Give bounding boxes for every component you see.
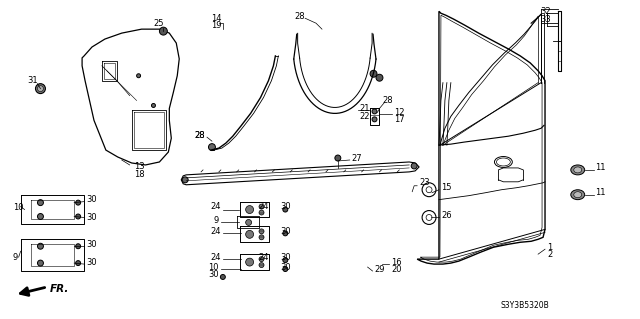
Text: 13: 13 bbox=[134, 162, 145, 171]
Text: 24: 24 bbox=[211, 202, 221, 211]
Circle shape bbox=[372, 109, 377, 114]
Text: 32: 32 bbox=[541, 7, 551, 16]
Text: 30: 30 bbox=[86, 258, 97, 267]
Circle shape bbox=[259, 257, 264, 262]
Text: 11: 11 bbox=[596, 163, 606, 173]
Text: 22: 22 bbox=[360, 112, 370, 121]
Text: 30: 30 bbox=[280, 202, 291, 211]
Text: 27: 27 bbox=[352, 153, 362, 162]
Text: 24: 24 bbox=[211, 253, 221, 262]
Circle shape bbox=[283, 231, 288, 236]
Text: 26: 26 bbox=[441, 211, 452, 220]
Circle shape bbox=[76, 214, 81, 219]
Circle shape bbox=[38, 243, 44, 249]
Circle shape bbox=[38, 85, 44, 92]
Ellipse shape bbox=[574, 167, 582, 173]
Circle shape bbox=[209, 144, 216, 151]
Circle shape bbox=[38, 200, 44, 205]
Text: 24: 24 bbox=[259, 202, 269, 211]
Text: 24: 24 bbox=[211, 227, 221, 236]
Text: 25: 25 bbox=[153, 19, 164, 28]
Text: 33: 33 bbox=[541, 15, 552, 24]
Text: 17: 17 bbox=[394, 115, 405, 124]
Circle shape bbox=[376, 74, 383, 81]
Circle shape bbox=[76, 244, 81, 249]
Ellipse shape bbox=[571, 165, 585, 175]
Circle shape bbox=[370, 70, 377, 77]
Text: 30: 30 bbox=[86, 240, 97, 249]
Circle shape bbox=[259, 263, 264, 268]
Circle shape bbox=[182, 177, 188, 183]
Text: 24: 24 bbox=[259, 253, 269, 262]
Text: 16: 16 bbox=[392, 258, 402, 267]
Circle shape bbox=[152, 103, 156, 108]
Text: 11: 11 bbox=[596, 188, 606, 197]
Text: 30: 30 bbox=[86, 195, 97, 204]
Text: 15: 15 bbox=[441, 183, 451, 192]
Circle shape bbox=[259, 235, 264, 240]
Text: 29: 29 bbox=[374, 264, 385, 273]
Text: 28: 28 bbox=[195, 131, 205, 140]
Text: 21: 21 bbox=[360, 104, 370, 113]
Text: 28: 28 bbox=[195, 131, 205, 140]
Text: 23: 23 bbox=[419, 178, 429, 187]
Text: 14: 14 bbox=[211, 14, 221, 23]
Text: 30: 30 bbox=[280, 227, 291, 236]
Circle shape bbox=[159, 27, 167, 35]
Text: 9: 9 bbox=[13, 253, 18, 262]
Circle shape bbox=[246, 230, 253, 238]
Text: 30: 30 bbox=[280, 253, 291, 262]
Ellipse shape bbox=[574, 192, 582, 198]
Text: 12: 12 bbox=[394, 108, 405, 117]
Circle shape bbox=[246, 258, 253, 266]
Circle shape bbox=[38, 260, 44, 266]
Circle shape bbox=[411, 163, 417, 169]
Circle shape bbox=[136, 74, 141, 78]
Text: 1: 1 bbox=[547, 243, 552, 252]
Circle shape bbox=[246, 205, 253, 213]
Circle shape bbox=[283, 267, 288, 271]
Circle shape bbox=[76, 200, 81, 205]
Text: 31: 31 bbox=[28, 76, 38, 85]
Text: 10: 10 bbox=[209, 263, 219, 271]
Circle shape bbox=[220, 274, 225, 279]
Text: FR.: FR. bbox=[49, 284, 68, 294]
Circle shape bbox=[38, 213, 44, 219]
Circle shape bbox=[283, 207, 288, 212]
Text: 18: 18 bbox=[134, 170, 145, 179]
Circle shape bbox=[335, 155, 341, 161]
Circle shape bbox=[259, 204, 264, 209]
Circle shape bbox=[35, 84, 45, 93]
Text: S3Y3B5320B: S3Y3B5320B bbox=[500, 301, 549, 310]
Text: 9: 9 bbox=[214, 216, 219, 225]
Text: 30: 30 bbox=[86, 213, 97, 222]
Text: 30: 30 bbox=[208, 271, 219, 279]
Ellipse shape bbox=[571, 190, 585, 200]
Text: 10: 10 bbox=[13, 203, 23, 212]
Text: 19: 19 bbox=[211, 21, 221, 30]
Text: 28: 28 bbox=[295, 12, 305, 21]
Text: 30: 30 bbox=[280, 263, 291, 271]
Circle shape bbox=[259, 210, 264, 215]
Circle shape bbox=[283, 258, 288, 263]
Circle shape bbox=[76, 261, 81, 266]
Text: 20: 20 bbox=[392, 264, 402, 273]
Circle shape bbox=[259, 229, 264, 234]
Circle shape bbox=[246, 219, 252, 226]
Circle shape bbox=[372, 117, 377, 122]
Text: 2: 2 bbox=[547, 250, 552, 259]
Text: 28: 28 bbox=[382, 96, 393, 105]
